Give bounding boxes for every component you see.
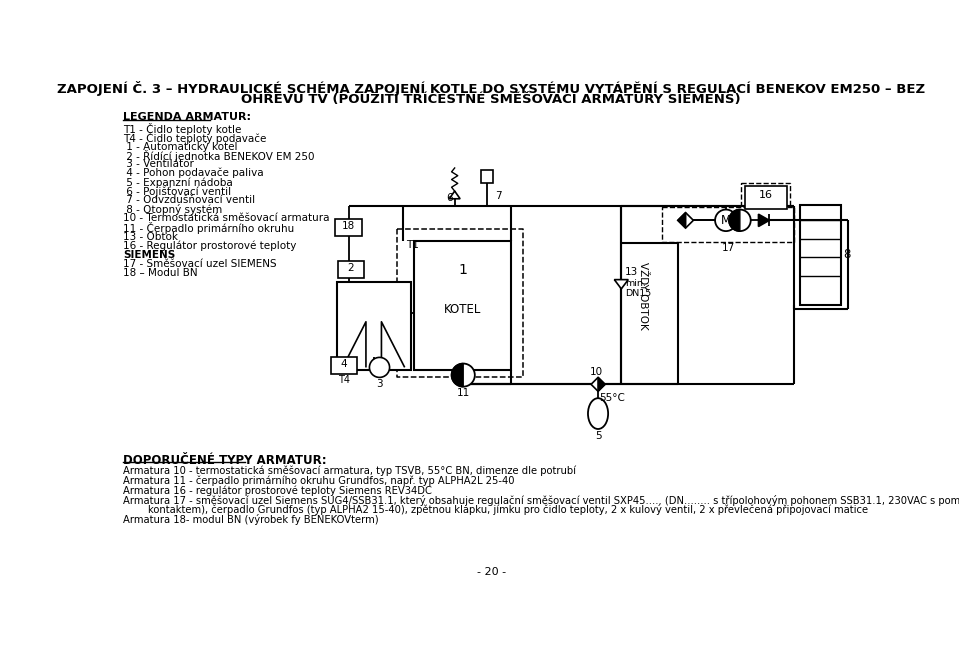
Bar: [481, 169, 494, 184]
Text: 2 - Řídící jednotka BENEKOV EM 250: 2 - Řídící jednotka BENEKOV EM 250: [123, 150, 315, 162]
Text: 7: 7: [495, 191, 502, 201]
Text: Armatura 10 - termostatická směšovací armatura, typ TSVB, 55°C BN, dimenze dle p: Armatura 10 - termostatická směšovací ar…: [123, 466, 576, 476]
Text: 5: 5: [595, 430, 601, 441]
Text: LEGENDA ARMATUR:: LEGENDA ARMATUR:: [123, 112, 251, 122]
Text: 3: 3: [376, 379, 383, 389]
Text: 10 - Termostatická směšovací armatura: 10 - Termostatická směšovací armatura: [123, 214, 330, 223]
Bar: [331, 356, 357, 374]
Text: 1: 1: [458, 263, 467, 276]
Text: min.
DN15: min. DN15: [625, 279, 651, 299]
Text: VŽDY OBTOK: VŽDY OBTOK: [638, 262, 648, 329]
Bar: [744, 186, 787, 209]
Text: T4: T4: [338, 375, 350, 385]
Polygon shape: [678, 213, 686, 228]
Wedge shape: [452, 363, 463, 387]
Text: T1: T1: [406, 239, 419, 250]
Text: T1 - Čidlo teploty kotle: T1 - Čidlo teploty kotle: [123, 123, 242, 134]
Text: 13: 13: [625, 267, 639, 277]
Text: 55°C: 55°C: [599, 393, 625, 403]
Polygon shape: [615, 280, 628, 289]
Bar: [338, 261, 364, 278]
Text: Armatura 16 - regulátor prostorové teploty Siemens REV34DC: Armatura 16 - regulátor prostorové teplo…: [123, 485, 432, 496]
Text: M: M: [721, 214, 731, 227]
Text: 6 - Pojišťovací ventil: 6 - Pojišťovací ventil: [123, 186, 231, 197]
Ellipse shape: [588, 398, 608, 429]
Text: 5 - Expanzní nádoba: 5 - Expanzní nádoba: [123, 177, 233, 188]
Text: Armatura 11 - čerpadlo primárního okruhu Grundfos, např. typ ALPHA2L 25-40: Armatura 11 - čerpadlo primárního okruhu…: [123, 476, 514, 486]
Text: 3 - Ventilátor: 3 - Ventilátor: [123, 159, 194, 169]
Text: 1 - Automatický kotel: 1 - Automatický kotel: [123, 141, 238, 152]
Text: KOTEL: KOTEL: [444, 302, 481, 315]
Text: 16 - Regulátor prostorové teploty: 16 - Regulátor prostorové teploty: [123, 241, 296, 251]
Circle shape: [369, 358, 389, 378]
Text: 6: 6: [447, 193, 453, 202]
Bar: [741, 182, 790, 212]
Text: 10: 10: [590, 367, 603, 378]
Text: 8 - Otopný systém: 8 - Otopný systém: [123, 204, 222, 215]
Text: - 20 -: - 20 -: [477, 567, 505, 577]
Text: 16: 16: [759, 190, 773, 199]
Circle shape: [729, 210, 751, 231]
Text: OHŘEVU TV (POUŽITÍ TŘÍCESTNÉ SMĚŠOVACÍ ARMATURY SIEMENS): OHŘEVU TV (POUŽITÍ TŘÍCESTNÉ SMĚŠOVACÍ A…: [242, 93, 741, 106]
Polygon shape: [449, 191, 460, 199]
Polygon shape: [759, 214, 769, 227]
Bar: [414, 241, 511, 371]
Polygon shape: [678, 213, 693, 228]
Text: 18: 18: [341, 221, 355, 231]
Circle shape: [452, 363, 475, 387]
Text: 13 - Obtok: 13 - Obtok: [123, 232, 178, 241]
Text: Armatura 17 - směšovací uzel Siemens SUG4/SSB31.1, který obsahuje regulační směš: Armatura 17 - směšovací uzel Siemens SUG…: [123, 495, 959, 506]
Text: kontaktem), čerpadlo Grundfos (typ ALPHA2 15-40), zpětnou klapku, jímku pro čidl: kontaktem), čerpadlo Grundfos (typ ALPHA…: [123, 504, 868, 515]
Polygon shape: [598, 378, 605, 391]
Text: 11 - Čerpadlo primárního okruhu: 11 - Čerpadlo primárního okruhu: [123, 223, 294, 234]
Bar: [663, 207, 794, 242]
Text: 4: 4: [340, 359, 347, 369]
Text: 7 - Odvzdušňovací ventil: 7 - Odvzdušňovací ventil: [123, 195, 255, 205]
Polygon shape: [591, 378, 605, 391]
Wedge shape: [729, 210, 740, 231]
Bar: [337, 282, 410, 371]
Text: 11: 11: [456, 388, 470, 398]
Text: T4 - Čidlo teploty podavače: T4 - Čidlo teploty podavače: [123, 132, 267, 143]
Text: 17: 17: [721, 243, 735, 253]
Text: 8: 8: [844, 249, 851, 262]
Bar: [336, 219, 362, 236]
Text: Armatura 18- modul BN (výrobek fy BENEKOVterm): Armatura 18- modul BN (výrobek fy BENEKO…: [123, 514, 379, 525]
Text: 4 - Pohon podavače paliva: 4 - Pohon podavače paliva: [123, 168, 264, 178]
Text: SIEMENS: SIEMENS: [123, 250, 175, 260]
Circle shape: [715, 210, 737, 231]
Text: 2: 2: [347, 263, 354, 273]
Text: 17 - Směšovací uzel SIEMENS: 17 - Směšovací uzel SIEMENS: [123, 259, 276, 269]
Text: 18 – Modul BN: 18 – Modul BN: [123, 268, 198, 278]
Text: ZAPOJENÍ Č. 3 – HYDRAULICKÉ SCHÉMA ZAPOJENÍ KOTLE DO SYSTÉMU VYTÁPĚNÍ S REGULACÍ: ZAPOJENÍ Č. 3 – HYDRAULICKÉ SCHÉMA ZAPOJ…: [57, 81, 925, 96]
Text: DOPORUČENÉ TYPY ARMATUR:: DOPORUČENÉ TYPY ARMATUR:: [123, 454, 327, 467]
Bar: [801, 205, 841, 305]
